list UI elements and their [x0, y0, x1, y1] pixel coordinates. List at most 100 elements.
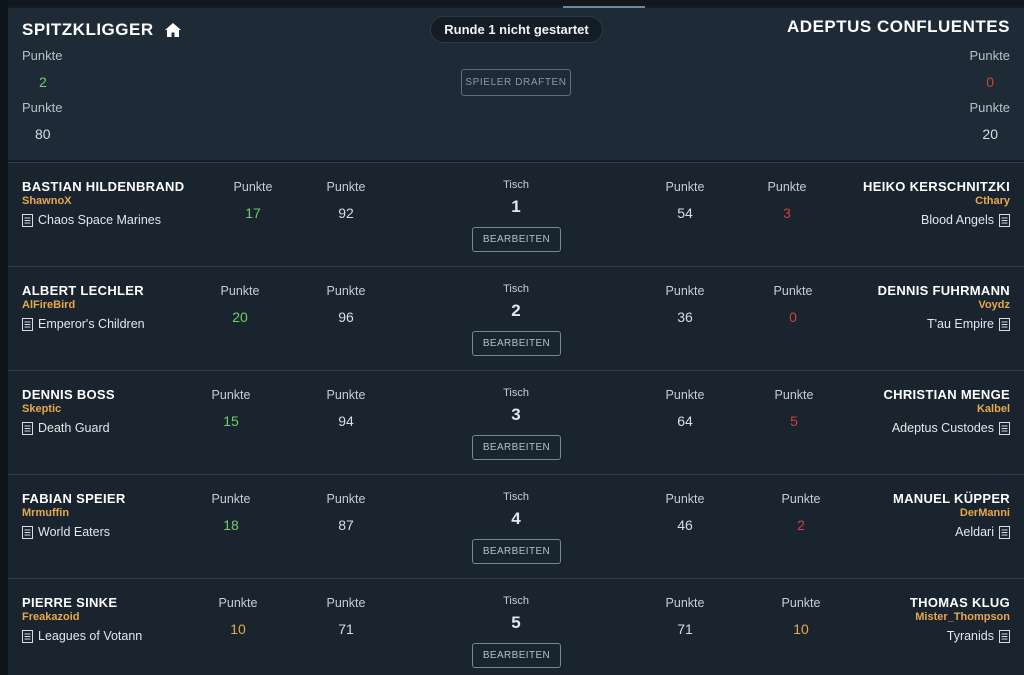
- right-total-value: 20: [982, 126, 998, 142]
- left-total-label: Punkte: [326, 596, 366, 610]
- clipboard-icon: [999, 317, 1010, 331]
- left-score: 15: [223, 413, 239, 429]
- left-total: 71: [338, 621, 354, 637]
- army-name: Blood Angels: [921, 213, 994, 227]
- army-name: Aeldari: [955, 525, 994, 539]
- table-label: Tisch: [503, 595, 529, 607]
- right-player-name: MANUEL KÜPPER: [892, 491, 1010, 506]
- right-score: 3: [783, 205, 791, 221]
- left-player-name: PIERRE SINKE: [22, 595, 118, 610]
- right-player-name: CHRISTIAN MENGE: [883, 387, 1010, 402]
- right-score: 5: [790, 413, 798, 429]
- left-player-army[interactable]: Chaos Space Marines: [22, 213, 161, 227]
- round-status-badge: Runde 1 nicht gestartet: [430, 16, 603, 43]
- left-total-label: Punkte: [22, 100, 63, 115]
- right-player-army[interactable]: Adeptus Custodes: [892, 421, 1010, 435]
- left-player-army[interactable]: Death Guard: [22, 421, 110, 435]
- match-row: BASTIAN HILDENBRAND ShawnoX Chaos Space …: [8, 162, 1024, 266]
- left-player-army[interactable]: Emperor's Children: [22, 317, 145, 331]
- match-header: SPITZKLIGGER ADEPTUS CONFLUENTES Runde 1…: [8, 8, 1024, 160]
- left-total: 92: [338, 205, 354, 221]
- match-row: FABIAN SPEIER Mrmuffin World Eaters Punk…: [8, 474, 1024, 578]
- right-total-label: Punkte: [665, 596, 705, 610]
- clipboard-icon: [22, 525, 33, 539]
- clipboard-icon: [22, 213, 33, 227]
- active-tab-indicator: [563, 6, 645, 8]
- edit-match-button[interactable]: BEARBEITEN: [472, 435, 561, 460]
- left-player-army[interactable]: World Eaters: [22, 525, 110, 539]
- army-name: Death Guard: [38, 421, 110, 435]
- match-row: DENNIS BOSS Skeptic Death Guard Punkte 1…: [8, 370, 1024, 474]
- left-player-nick: Mrmuffin: [22, 507, 70, 519]
- table-number: 5: [511, 613, 521, 632]
- left-score-label: Punkte: [211, 388, 251, 402]
- army-name: Tyranids: [946, 629, 994, 643]
- right-total-label: Punkte: [665, 180, 705, 194]
- right-player-army[interactable]: T'au Empire: [927, 317, 1010, 331]
- edit-match-button[interactable]: BEARBEITEN: [472, 643, 561, 668]
- match-row: ALBERT LECHLER AlFireBird Emperor's Chil…: [8, 266, 1024, 370]
- right-score-label: Punkte: [781, 492, 821, 506]
- edit-match-button[interactable]: BEARBEITEN: [472, 227, 561, 252]
- left-points-value: 2: [39, 74, 47, 90]
- right-player-army[interactable]: Blood Angels: [921, 213, 1010, 227]
- left-score-label: Punkte: [218, 596, 258, 610]
- left-team-title: SPITZKLIGGER: [22, 20, 182, 40]
- right-player-army[interactable]: Tyranids: [947, 629, 1010, 643]
- window-left-edge: [0, 0, 8, 675]
- left-points-label: Punkte: [22, 48, 63, 63]
- edit-match-button[interactable]: BEARBEITEN: [472, 539, 561, 564]
- army-name: Adeptus Custodes: [891, 421, 994, 435]
- right-score: 2: [797, 517, 805, 533]
- left-player-army[interactable]: Leagues of Votann: [22, 629, 142, 643]
- left-score: 10: [230, 621, 246, 637]
- table-number: 1: [511, 197, 521, 216]
- army-name: Chaos Space Marines: [38, 213, 161, 227]
- left-score-label: Punkte: [220, 284, 260, 298]
- left-player-nick: AlFireBird: [22, 299, 76, 311]
- left-player-name: ALBERT LECHLER: [22, 283, 144, 298]
- right-score-label: Punkte: [767, 180, 807, 194]
- left-score: 20: [232, 309, 248, 325]
- table-label: Tisch: [503, 387, 529, 399]
- left-team-name: SPITZKLIGGER: [22, 20, 154, 39]
- right-player-nick: Mister_Thompson: [915, 611, 1010, 623]
- left-total-label: Punkte: [326, 388, 366, 402]
- right-total: 46: [677, 517, 693, 533]
- right-total-label: Punkte: [969, 100, 1010, 115]
- right-player-nick: Kalbel: [976, 403, 1010, 415]
- left-score-label: Punkte: [211, 492, 251, 506]
- right-score-label: Punkte: [773, 284, 813, 298]
- right-player-name: THOMAS KLUG: [909, 595, 1010, 610]
- left-player-nick: ShawnoX: [22, 195, 72, 207]
- army-name: World Eaters: [38, 525, 111, 539]
- clipboard-icon: [999, 525, 1010, 539]
- edit-match-button[interactable]: BEARBEITEN: [472, 331, 561, 356]
- right-points-label: Punkte: [969, 48, 1010, 63]
- clipboard-icon: [999, 213, 1010, 227]
- army-name: T'au Empire: [927, 317, 994, 331]
- left-player-name: DENNIS BOSS: [22, 387, 115, 402]
- right-total-label: Punkte: [665, 492, 705, 506]
- left-score: 17: [245, 205, 261, 221]
- left-total-label: Punkte: [326, 284, 366, 298]
- right-total-label: Punkte: [665, 284, 705, 298]
- draft-players-button[interactable]: SPIELER DRAFTEN: [461, 69, 571, 96]
- right-team-name: ADEPTUS CONFLUENTES: [787, 17, 1010, 36]
- table-number: 2: [511, 301, 521, 320]
- home-icon[interactable]: [164, 22, 182, 38]
- army-name: Emperor's Children: [38, 317, 145, 331]
- right-total: 36: [677, 309, 693, 325]
- left-total-value: 80: [35, 126, 51, 142]
- right-player-nick: Voydz: [978, 299, 1010, 311]
- table-label: Tisch: [503, 491, 529, 503]
- left-total-label: Punkte: [326, 492, 366, 506]
- right-score: 0: [789, 309, 797, 325]
- right-points-value: 0: [986, 74, 994, 90]
- right-player-army[interactable]: Aeldari: [955, 525, 1010, 539]
- table-number: 3: [511, 405, 521, 424]
- left-player-nick: Freakazoid: [22, 611, 80, 623]
- table-number: 4: [511, 509, 521, 528]
- table-label: Tisch: [503, 179, 529, 191]
- left-player-name: FABIAN SPEIER: [22, 491, 126, 506]
